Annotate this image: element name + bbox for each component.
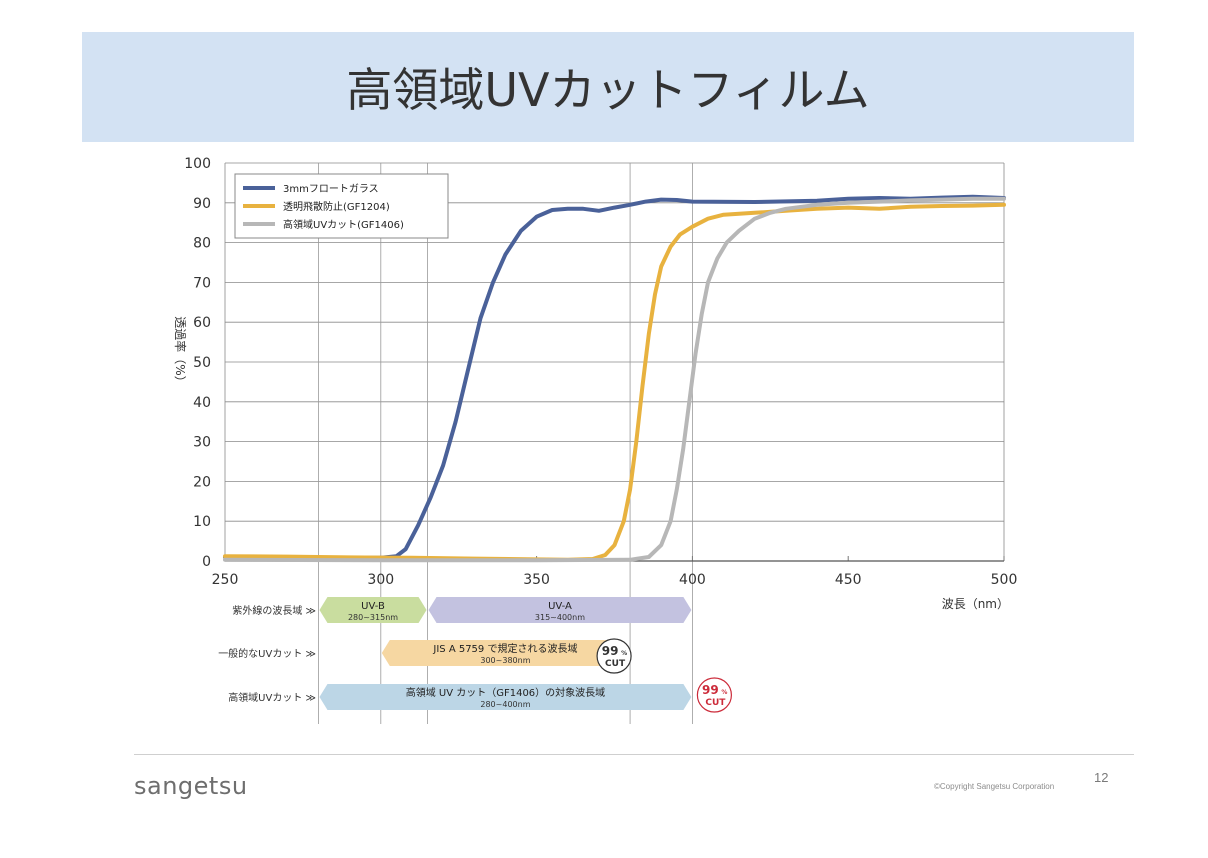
y-tick-label: 100 xyxy=(184,156,211,172)
series-line-3 xyxy=(223,196,1006,563)
cut-badge-unit: % xyxy=(621,650,627,657)
range-band-sublabel: 280~400nm xyxy=(480,700,530,709)
footer-divider xyxy=(134,754,1134,755)
y-tick-label: 70 xyxy=(193,275,211,291)
series-line-1 xyxy=(223,194,1006,560)
range-band-sublabel: 280~315nm xyxy=(348,613,398,622)
y-tick-label: 40 xyxy=(193,395,211,411)
x-tick-label: 300 xyxy=(367,572,394,588)
page-number: 12 xyxy=(1094,770,1109,785)
cut-badge-text: CUT xyxy=(605,659,626,669)
company-logo: sangetsu xyxy=(134,772,248,800)
copyright-text: ©Copyright Sangetsu Corporation xyxy=(934,782,1055,791)
y-tick-label: 50 xyxy=(193,355,211,371)
y-tick-label: 80 xyxy=(193,236,211,252)
x-tick-label: 250 xyxy=(212,572,239,588)
x-tick-label: 350 xyxy=(523,572,550,588)
cut-badge-circle xyxy=(596,638,632,674)
range-band-2-1 xyxy=(381,640,630,666)
x-tick-label: 500 xyxy=(991,572,1018,588)
y-tick-label: 10 xyxy=(193,514,211,530)
y-tick-label: 60 xyxy=(193,315,211,331)
legend-label-1: 3mmフロートガラス xyxy=(283,183,379,195)
range-band-label: 高領域 UV カット（GF1406）の対象波長域 xyxy=(406,686,605,699)
y-tick-label: 30 xyxy=(193,435,211,451)
range-row-label: 高領域UVカット ≫ xyxy=(228,691,316,704)
cut-badge-circle xyxy=(696,677,733,713)
slide-title: 高領域UVカットフィルム xyxy=(346,63,870,117)
range-band-label: UV-A xyxy=(548,601,572,612)
cut-badge-value: 99 xyxy=(702,683,719,697)
range-band-1-1 xyxy=(319,597,427,623)
x-axis-label: 波長（nm） xyxy=(942,597,1009,611)
cut-badge-text: CUT xyxy=(705,698,726,708)
cut-badge-value: 99 xyxy=(602,644,619,658)
range-band-sublabel: 300~380nm xyxy=(480,656,530,665)
title-bar xyxy=(82,32,1134,142)
x-tick-label: 400 xyxy=(679,572,706,588)
range-band-label: JIS A 5759 で規定される波長域 xyxy=(432,642,577,655)
range-band-label: UV-B xyxy=(361,601,385,612)
range-band-1-2 xyxy=(428,597,692,623)
legend-label-2: 透明飛散防止(GF1204) xyxy=(283,200,390,213)
range-row-label: 紫外線の波長域 ≫ xyxy=(232,604,316,617)
range-band-3-1 xyxy=(319,684,692,710)
range-row-label: 一般的なUVカット ≫ xyxy=(218,647,316,660)
y-tick-label: 0 xyxy=(202,554,211,570)
legend-label-3: 高領域UVカット(GF1406) xyxy=(283,218,404,231)
x-tick-label: 450 xyxy=(835,572,862,588)
y-tick-label: 20 xyxy=(193,474,211,490)
range-band-sublabel: 315~400nm xyxy=(535,613,585,622)
y-tick-label: 90 xyxy=(193,196,211,212)
y-axis-label: 透過率（%） xyxy=(173,316,188,387)
cut-badge-unit: % xyxy=(721,689,727,696)
